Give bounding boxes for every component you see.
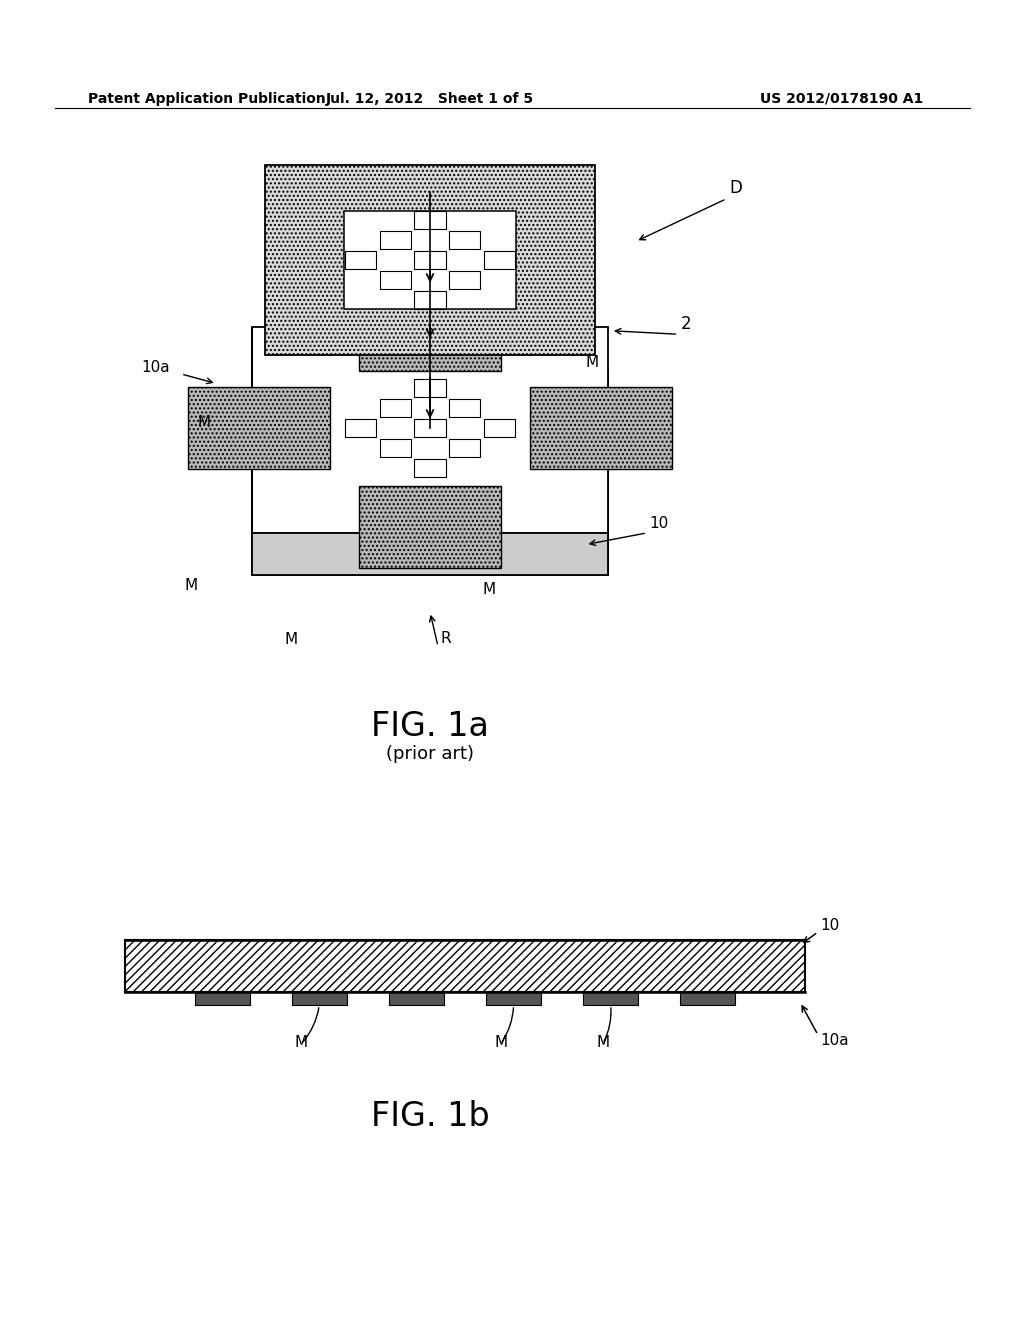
Polygon shape bbox=[252, 370, 607, 576]
Text: 10: 10 bbox=[649, 516, 669, 531]
Bar bbox=[584, 993, 638, 1005]
Text: 10a: 10a bbox=[820, 1034, 849, 1048]
Text: Jul. 12, 2012   Sheet 1 of 5: Jul. 12, 2012 Sheet 1 of 5 bbox=[326, 92, 535, 106]
Bar bbox=[680, 993, 735, 1005]
Text: Patent Application Publication: Patent Application Publication bbox=[88, 92, 326, 106]
Text: M: M bbox=[295, 1035, 308, 1049]
Text: M: M bbox=[585, 355, 598, 370]
Polygon shape bbox=[252, 532, 607, 576]
Text: M: M bbox=[198, 416, 211, 430]
Text: M: M bbox=[482, 582, 496, 597]
Bar bbox=[389, 993, 444, 1005]
Text: 2: 2 bbox=[680, 315, 691, 333]
Bar bbox=[125, 940, 805, 993]
Polygon shape bbox=[252, 327, 607, 532]
Text: US 2012/0178190 A1: US 2012/0178190 A1 bbox=[760, 92, 924, 106]
Polygon shape bbox=[188, 387, 331, 470]
Polygon shape bbox=[359, 486, 501, 568]
Text: M: M bbox=[285, 632, 298, 647]
Polygon shape bbox=[344, 211, 515, 309]
Text: D: D bbox=[729, 178, 742, 197]
Text: 10: 10 bbox=[820, 917, 840, 933]
Polygon shape bbox=[265, 165, 595, 355]
Text: FIG. 1a: FIG. 1a bbox=[371, 710, 488, 743]
Text: M: M bbox=[185, 578, 198, 593]
Bar bbox=[125, 940, 805, 993]
Bar bbox=[486, 993, 541, 1005]
Bar bbox=[292, 993, 347, 1005]
Polygon shape bbox=[529, 387, 672, 470]
Text: FIG. 1b: FIG. 1b bbox=[371, 1100, 489, 1133]
Polygon shape bbox=[359, 289, 501, 371]
Text: R: R bbox=[440, 631, 451, 647]
Text: 10a: 10a bbox=[141, 360, 170, 375]
Text: M: M bbox=[596, 1035, 609, 1049]
Text: (prior art): (prior art) bbox=[386, 744, 474, 763]
Text: M: M bbox=[494, 1035, 507, 1049]
Bar bbox=[195, 993, 250, 1005]
